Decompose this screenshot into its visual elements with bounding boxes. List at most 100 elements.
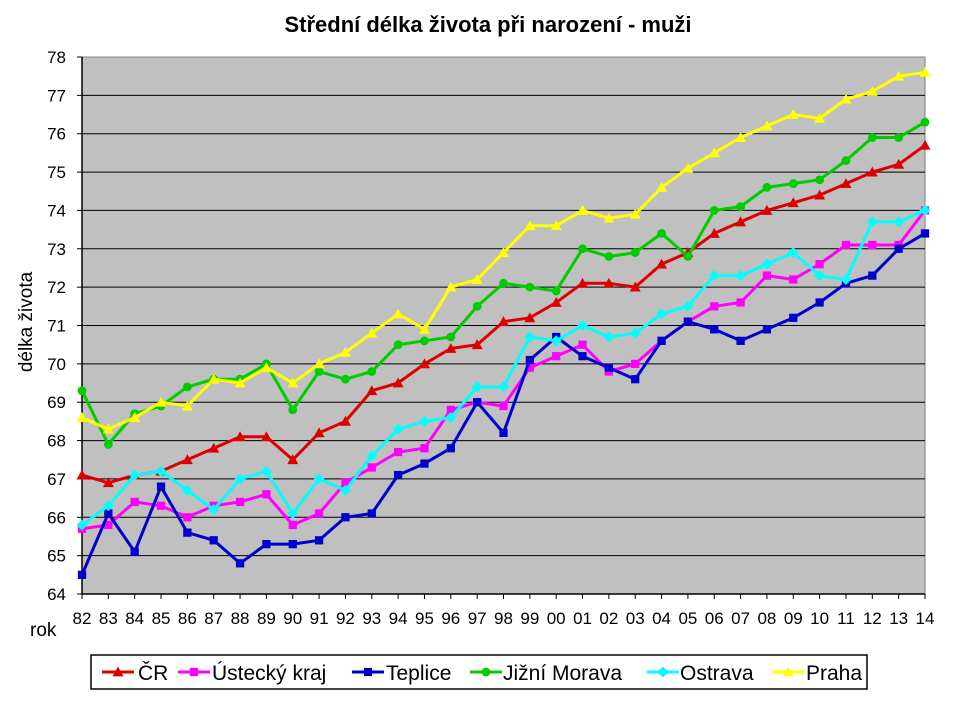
data-point [314, 367, 324, 376]
data-point [102, 500, 114, 512]
data-point [710, 325, 719, 334]
data-point [840, 178, 852, 188]
data-point [787, 109, 799, 119]
data-point [919, 139, 931, 150]
x-tick-label: 90 [283, 609, 302, 628]
x-tick-label: 04 [652, 609, 671, 628]
data-point [499, 428, 508, 438]
data-point [366, 385, 378, 396]
data-point [629, 281, 641, 292]
data-point [445, 343, 457, 353]
x-tick-label: 05 [678, 609, 697, 628]
data-point [420, 444, 429, 453]
data-point [525, 355, 534, 365]
data-point [866, 216, 878, 228]
data-point [394, 470, 403, 480]
data-point [550, 296, 562, 307]
data-point [629, 327, 641, 339]
legend-label: Praha [806, 662, 862, 685]
data-point [104, 520, 113, 530]
legend-swatch-marker [189, 667, 199, 677]
data-point [155, 465, 167, 477]
data-point [288, 405, 298, 415]
data-point [920, 229, 930, 238]
data-point [130, 547, 139, 556]
data-point [735, 270, 747, 282]
legend-label: ČR [138, 662, 168, 685]
data-point [920, 117, 930, 127]
data-point [657, 336, 666, 345]
legend-swatch-marker [657, 666, 669, 678]
data-point [313, 358, 325, 369]
data-point [181, 454, 193, 465]
data-point [789, 275, 798, 284]
data-point [420, 459, 429, 468]
data-point [603, 277, 615, 288]
data-point [262, 490, 271, 499]
data-point [499, 278, 508, 288]
x-tick-label: 86 [178, 609, 197, 628]
data-point [472, 301, 482, 311]
data-point [156, 482, 166, 491]
data-point [603, 212, 615, 223]
data-point [77, 570, 87, 579]
data-point [208, 373, 220, 384]
data-point [76, 469, 88, 480]
data-point [893, 158, 905, 169]
data-point [392, 308, 404, 319]
data-point [498, 247, 509, 258]
data-point [392, 423, 404, 435]
data-point [841, 156, 851, 165]
data-point [762, 271, 772, 280]
x-tick-label: 13 [889, 609, 908, 628]
data-point [578, 244, 587, 254]
data-point [866, 86, 878, 96]
y-tick-label: 72 [47, 278, 66, 297]
data-point [708, 147, 720, 158]
data-point [815, 260, 824, 269]
x-tick-label: 88 [231, 609, 250, 628]
data-point [367, 463, 376, 472]
data-point [868, 271, 877, 280]
data-point [710, 302, 719, 311]
data-point [550, 335, 562, 347]
data-point [181, 400, 193, 411]
data-point [446, 405, 455, 415]
data-point [287, 377, 299, 388]
legend-swatch-marker [481, 667, 491, 677]
x-tick-label: 09 [784, 609, 803, 628]
plot-area: 64 65 66 67 68 69 70 71 72 73 74 75 76 77 78 82 83 84 85 86… [47, 48, 934, 628]
data-point [288, 520, 297, 530]
data-point [209, 536, 218, 545]
data-point [841, 240, 851, 250]
legend-label: Ústecký kraj [212, 662, 326, 685]
data-point [341, 478, 350, 487]
data-point [104, 509, 113, 518]
data-point [708, 270, 720, 282]
data-point [736, 298, 745, 307]
data-point [735, 216, 747, 227]
x-tick-label: 83 [99, 609, 118, 628]
data-point [657, 229, 666, 238]
data-point [498, 316, 509, 327]
data-point [787, 197, 799, 208]
data-point [578, 352, 587, 361]
x-tick-label: 00 [547, 609, 566, 628]
data-point [788, 179, 798, 188]
legend: ČR Ústecký kraj Teplice Jižní Morava Ostrava… [90, 654, 868, 690]
data-point [235, 559, 245, 568]
data-point [893, 216, 905, 228]
x-tick-label: 91 [310, 609, 329, 628]
data-point [840, 93, 852, 104]
data-point [498, 381, 509, 393]
data-point [287, 507, 299, 519]
data-point [392, 377, 404, 388]
data-point [683, 317, 693, 326]
data-point [129, 412, 141, 422]
data-point [525, 363, 534, 372]
data-point [524, 312, 536, 323]
data-point [288, 540, 297, 549]
data-point [102, 423, 114, 434]
data-point [313, 427, 325, 438]
